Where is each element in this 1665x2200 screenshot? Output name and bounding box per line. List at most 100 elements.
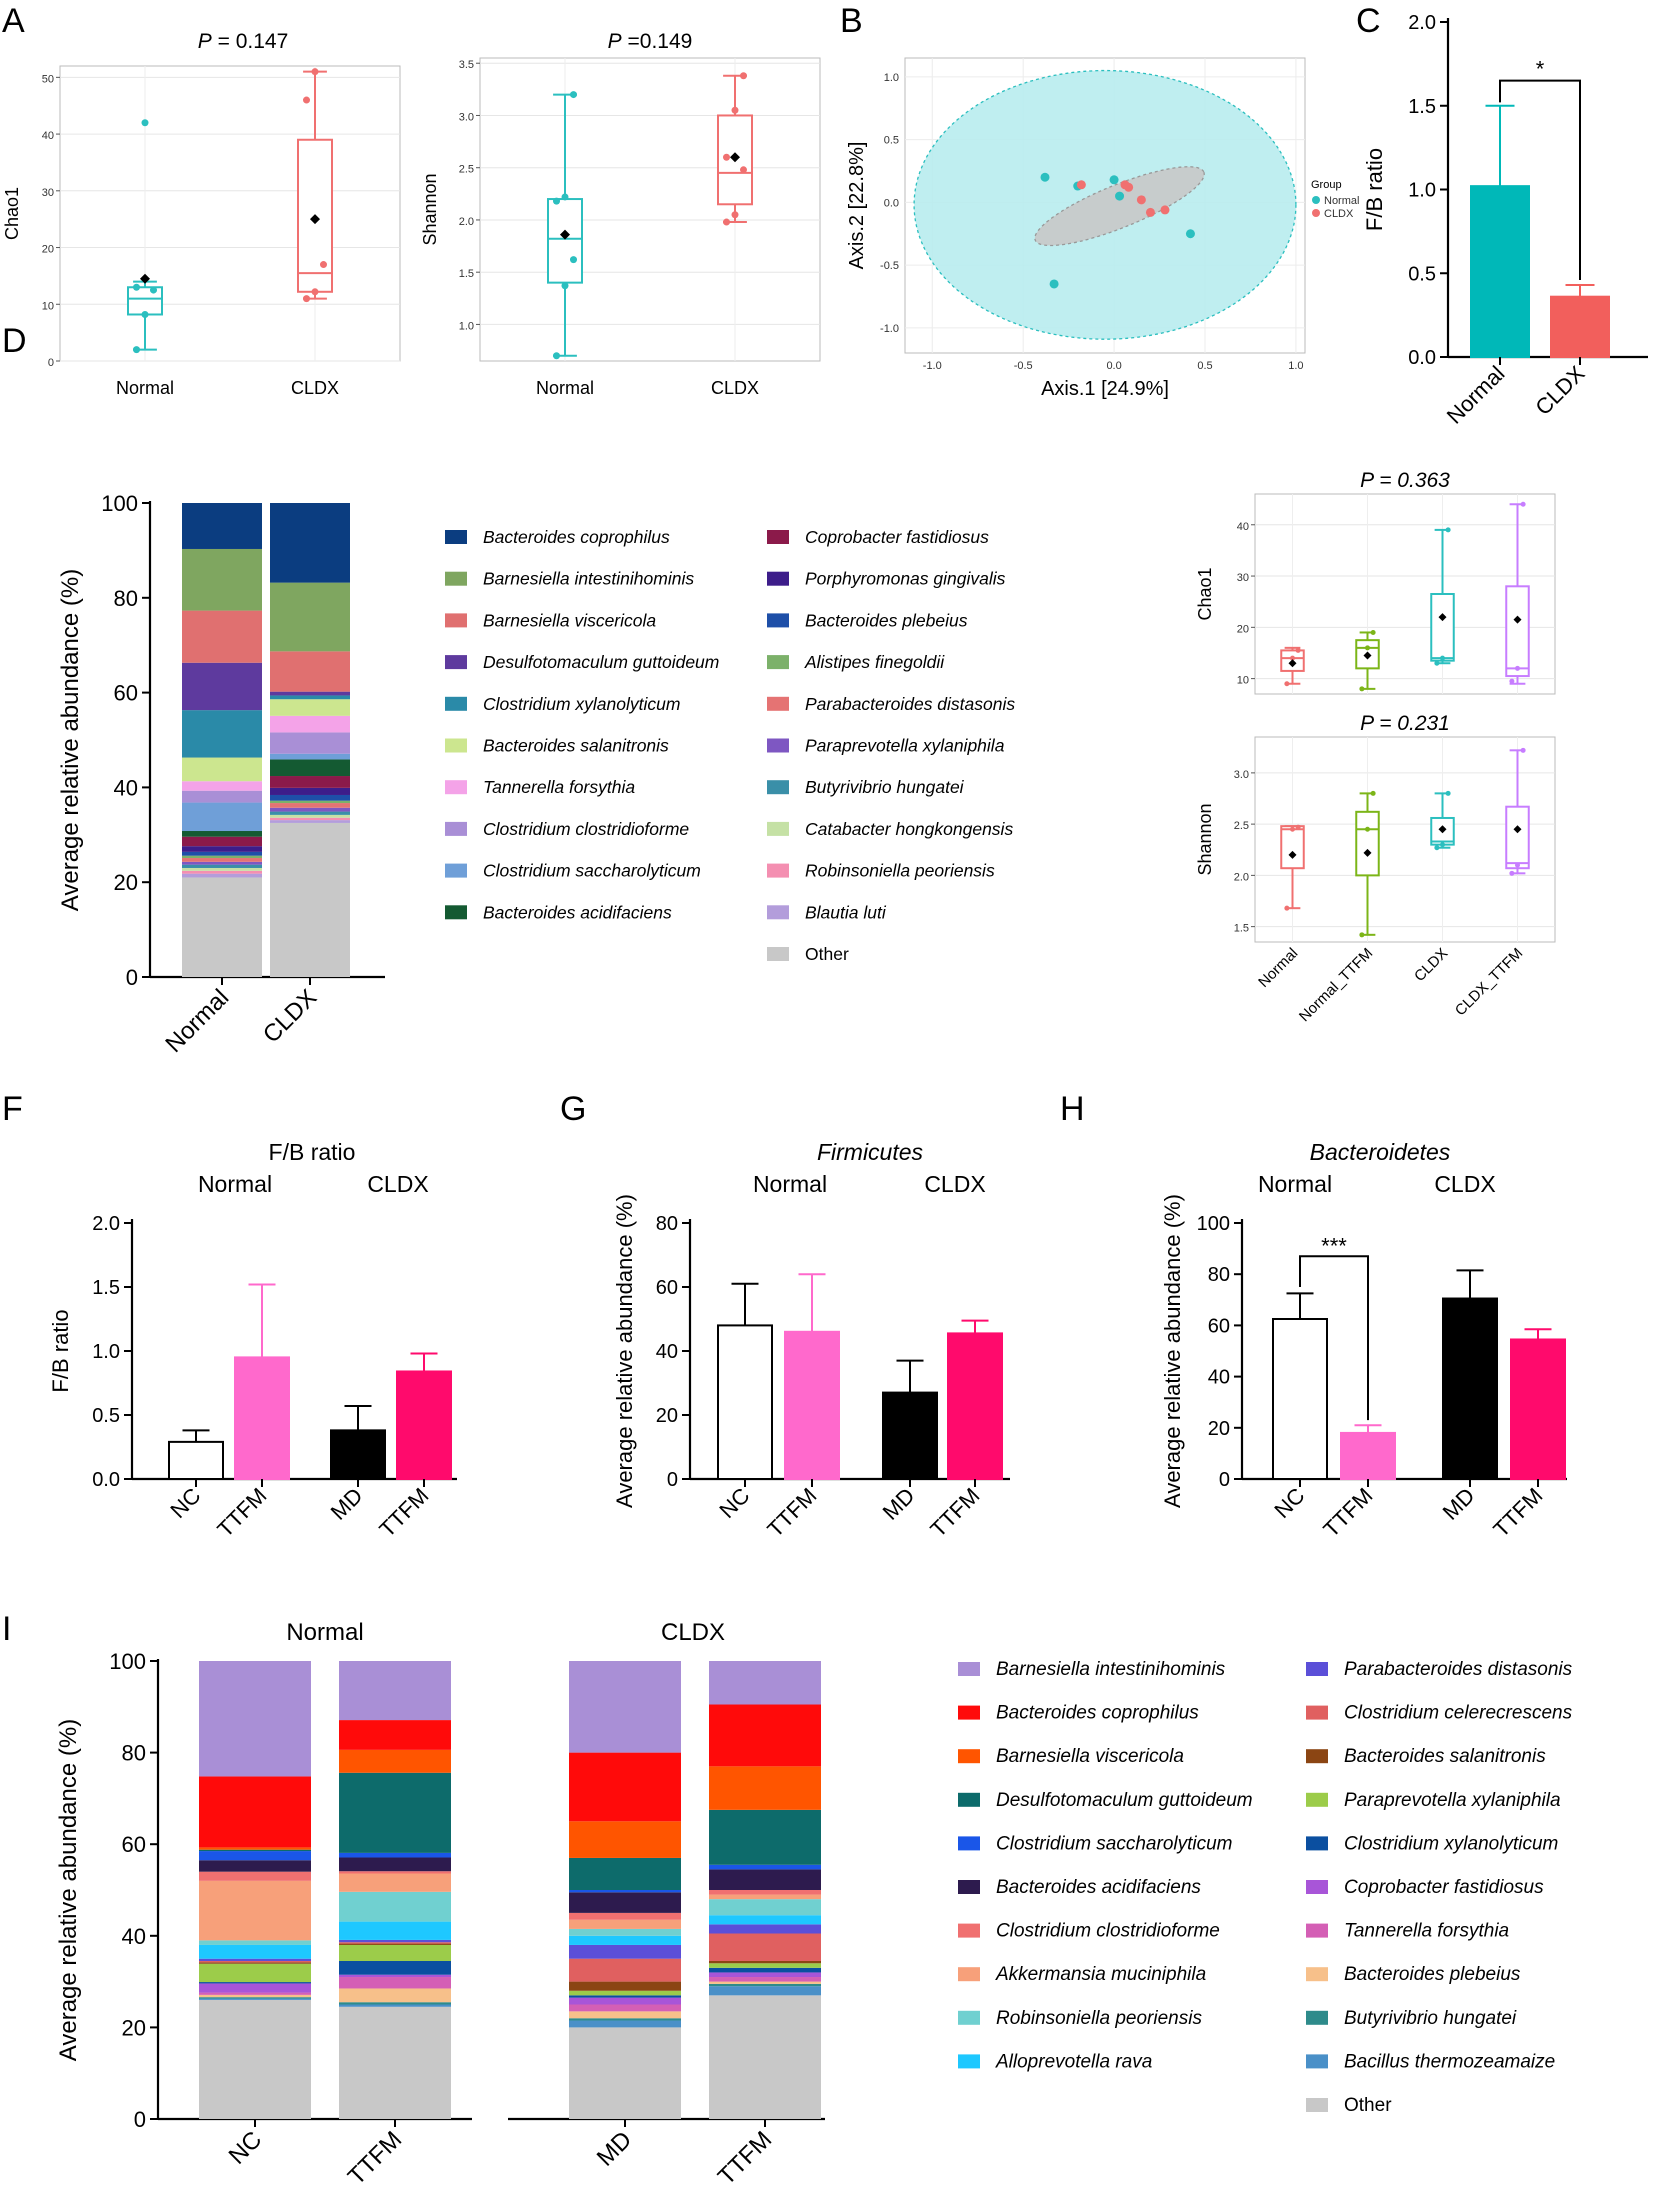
y-tick-label: 1.0 [92,1341,120,1363]
legend-swatch [767,738,789,753]
y-axis-label: Average relative abundance (%) [1160,1194,1185,1508]
bar-segment [270,803,350,808]
bar-segment [569,2027,681,2119]
bar-segment [270,822,350,977]
panel-letter-f: F [2,1090,23,1128]
y-tick-label: 60 [114,681,138,706]
bar-segment [182,790,262,803]
data-point [133,283,140,291]
bar-segment [182,873,262,878]
group-label: CLDX [924,1171,985,1197]
y-tick-label: 1.0 [1408,180,1436,202]
bar-segment [709,1890,821,1895]
x-tick-label: NC [714,1483,754,1523]
y-tick-label: 40 [114,775,138,800]
bar-segment [199,1982,311,1984]
y-tick-label: 20 [1208,1418,1230,1440]
bar [330,1429,386,1480]
bar-segment [182,781,262,791]
significance-bracket [1499,79,1581,280]
x-tick-label: -1.0 [923,360,942,372]
bar-segment [182,757,262,782]
legend-entry: Bacteroides acidifaciens [996,1877,1201,1898]
bar [396,1370,452,1480]
x-tick-label: 0.5 [1197,360,1212,372]
bar-segment [339,1921,451,1940]
mean-marker [1438,825,1447,834]
data-point [553,352,560,360]
bar [784,1330,840,1481]
bar-segment [709,1766,821,1810]
data-point [553,197,560,205]
significance-label: * [1536,57,1545,82]
bar-segment [182,861,262,865]
bar [1550,295,1610,359]
bar-segment [270,820,350,823]
chart-title: P = 0.363 [1360,469,1450,492]
y-tick-label: 3.0 [1234,769,1249,781]
legend-swatch [1312,196,1320,204]
significance-bracket [1299,1255,1369,1421]
legend-swatch [1306,1836,1328,1851]
legend-entry: Paraprevotella xylaniphila [805,736,1005,756]
y-tick-label: 2.0 [92,1213,120,1235]
legend-swatch [767,780,789,795]
legend-entry: Barnesiella intestinihominis [483,569,694,589]
mean-marker [1363,848,1372,857]
y-tick-label: 80 [656,1213,678,1235]
legend-entry: Bacteroides coprophilus [996,1703,1199,1724]
bar-segment [569,1944,681,1959]
data-point [1434,660,1440,666]
bar-segment [182,846,262,852]
bar-segment [569,1857,681,1890]
y-tick-label: 60 [122,1832,146,1857]
bar-segment [182,831,262,837]
legend-entry: Clostridium celerecrescens [1344,1703,1573,1724]
y-tick-label: 0.0 [1408,347,1436,369]
legend-entry: Coprobacter fastidiosus [1344,1877,1544,1898]
y-tick-label: 0.5 [1408,263,1436,285]
x-tick-label: NC [1269,1483,1309,1523]
bar-segment [182,503,262,549]
data-point [570,256,577,264]
bar-segment [270,753,350,760]
data-point [311,68,319,76]
y-tick-label: 100 [101,491,138,516]
y-tick-label: 1.5 [459,268,474,280]
data-point [740,166,747,174]
legend-title: Group [1311,179,1342,191]
bar-segment [199,1860,311,1872]
bar-segment [199,1997,311,1999]
x-tick-label: MD [592,2126,637,2171]
legend-swatch [445,696,467,711]
bar-segment [569,1752,681,1822]
y-tick-label: 40 [1237,521,1249,533]
y-tick-label: 3.0 [459,111,474,123]
legend-entry: Alistipes finegoldii [804,652,945,672]
bar-segment [709,1869,821,1890]
panel-letter-b: B [840,2,863,40]
bar-segment [339,1988,451,2003]
y-tick-label: 20 [122,2015,146,2040]
legend-swatch [958,1967,980,1982]
legend-swatch [958,1749,980,1764]
bar-segment [270,807,350,812]
legend-entry: Bacteroides acidifaciens [483,902,672,922]
data-point [141,119,149,127]
legend-entry: Butyrivibrio hungatei [805,777,965,797]
x-tick-label: NC [165,1483,205,1523]
data-point [740,72,747,80]
legend-entry: Clostridium saccharolyticum [996,1833,1233,1854]
data-point [1295,824,1301,830]
legend-entry: Coprobacter fastidiosus [805,527,989,547]
y-tick-label: -0.5 [880,260,899,272]
legend-swatch [958,1792,980,1807]
legend-entry: Clostridium clostridioforme [996,1921,1220,1942]
bar-segment [339,1943,451,1945]
bar-segment [199,1847,311,1850]
bar-segment [270,732,350,754]
data-point [1445,527,1451,533]
x-tick-label: Normal_TTFM [1296,945,1376,1025]
legend-swatch [767,863,789,878]
y-tick-label: 2.0 [1408,12,1436,34]
